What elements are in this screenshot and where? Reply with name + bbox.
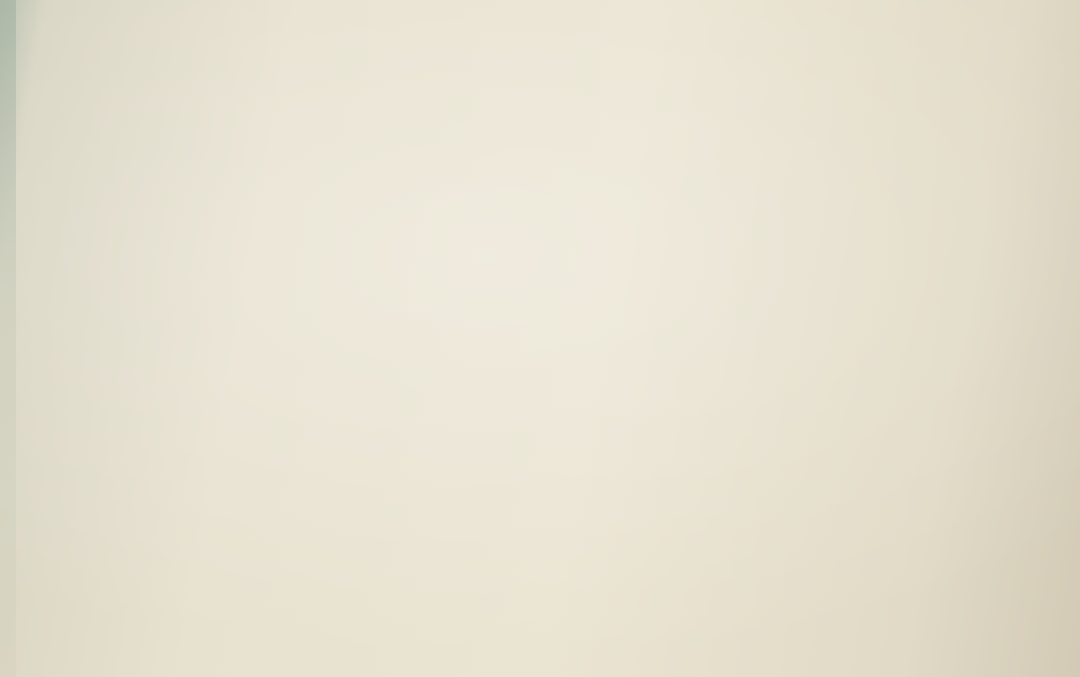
y-axis-label xyxy=(88,300,118,326)
